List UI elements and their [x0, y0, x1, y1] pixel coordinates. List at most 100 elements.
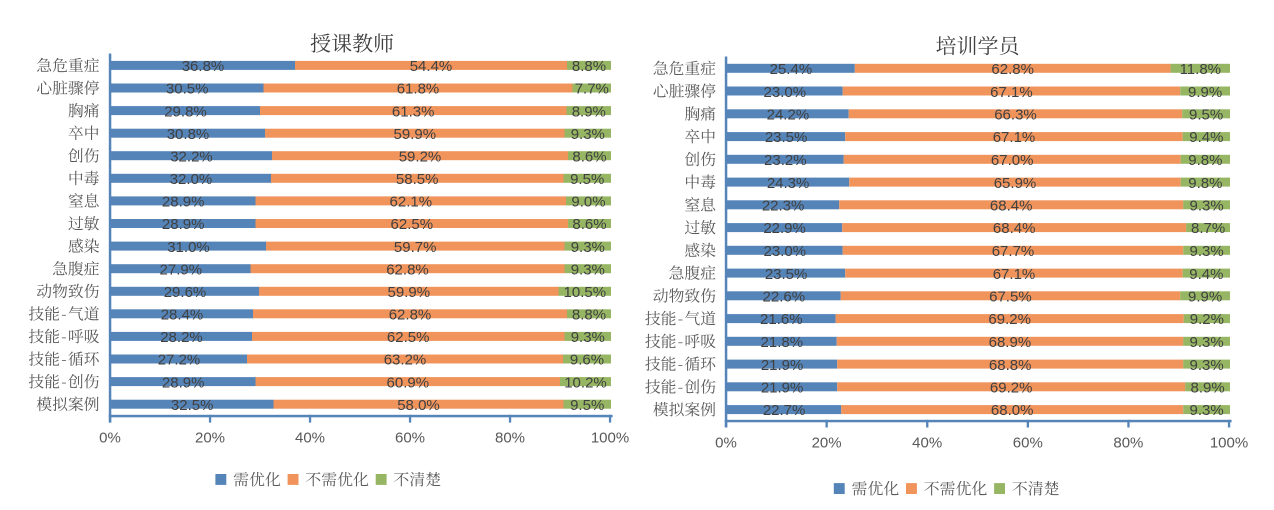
svg-text:66.3%: 66.3% — [994, 107, 1037, 124]
svg-text:30.8%: 30.8% — [167, 126, 210, 143]
svg-text:54.4%: 54.4% — [410, 58, 453, 75]
svg-text:10.2%: 10.2% — [564, 374, 607, 391]
svg-text:31.0%: 31.0% — [167, 239, 210, 256]
svg-text:25.4%: 25.4% — [770, 61, 813, 78]
svg-text:8.6%: 8.6% — [572, 216, 606, 233]
svg-text:9.3%: 9.3% — [1189, 334, 1223, 351]
svg-text:68.4%: 68.4% — [993, 220, 1036, 237]
svg-text:65.9%: 65.9% — [994, 175, 1037, 192]
svg-text:27.2%: 27.2% — [158, 352, 201, 369]
svg-text:29.6%: 29.6% — [164, 284, 207, 301]
svg-text:23.5%: 23.5% — [765, 129, 808, 146]
svg-text:62.8%: 62.8% — [386, 261, 429, 278]
svg-text:59.9%: 59.9% — [394, 126, 437, 143]
svg-text:59.7%: 59.7% — [394, 239, 437, 256]
svg-text:9.4%: 9.4% — [1189, 129, 1223, 146]
svg-text:68.9%: 68.9% — [989, 334, 1032, 351]
svg-text:9.3%: 9.3% — [1189, 357, 1223, 374]
svg-text:67.0%: 67.0% — [991, 152, 1034, 169]
svg-text:67.7%: 67.7% — [992, 243, 1035, 260]
svg-text:32.5%: 32.5% — [171, 397, 214, 414]
svg-text:23.0%: 23.0% — [764, 243, 807, 260]
svg-text:28.4%: 28.4% — [161, 307, 204, 324]
svg-text:28.9%: 28.9% — [162, 216, 205, 233]
svg-text:20%: 20% — [195, 430, 225, 447]
svg-text:28.9%: 28.9% — [162, 374, 205, 391]
svg-text:62.5%: 62.5% — [391, 216, 434, 233]
svg-text:23.0%: 23.0% — [764, 84, 807, 101]
svg-text:9.3%: 9.3% — [1189, 243, 1223, 260]
svg-text:80%: 80% — [495, 430, 525, 447]
svg-text:8.7%: 8.7% — [1191, 220, 1225, 237]
svg-text:58.0%: 58.0% — [397, 397, 440, 414]
svg-text:100%: 100% — [1210, 435, 1248, 452]
svg-text:9.6%: 9.6% — [570, 352, 604, 369]
svg-text:59.9%: 59.9% — [388, 284, 431, 301]
svg-text:67.1%: 67.1% — [993, 266, 1036, 283]
svg-text:58.5%: 58.5% — [396, 171, 439, 188]
svg-text:9.3%: 9.3% — [571, 126, 605, 143]
svg-text:20%: 20% — [812, 435, 842, 452]
svg-text:9.9%: 9.9% — [1188, 84, 1222, 101]
svg-text:9.0%: 9.0% — [571, 194, 605, 211]
svg-text:100%: 100% — [591, 430, 629, 447]
svg-text:23.5%: 23.5% — [765, 266, 808, 283]
svg-text:9.4%: 9.4% — [1189, 266, 1223, 283]
svg-text:63.2%: 63.2% — [384, 352, 427, 369]
svg-text:9.5%: 9.5% — [570, 397, 604, 414]
svg-text:62.1%: 62.1% — [390, 194, 433, 211]
svg-text:9.8%: 9.8% — [1188, 152, 1222, 169]
svg-text:8.9%: 8.9% — [572, 103, 606, 120]
svg-text:9.5%: 9.5% — [1189, 107, 1223, 124]
svg-text:22.3%: 22.3% — [762, 198, 805, 215]
svg-text:9.3%: 9.3% — [571, 329, 605, 346]
svg-text:60%: 60% — [1013, 435, 1043, 452]
svg-text:21.6%: 21.6% — [760, 311, 803, 328]
svg-text:22.9%: 22.9% — [763, 220, 806, 237]
svg-text:36.8%: 36.8% — [182, 58, 225, 75]
svg-text:9.3%: 9.3% — [1189, 402, 1223, 419]
svg-text:21.9%: 21.9% — [761, 380, 804, 397]
svg-text:28.2%: 28.2% — [160, 329, 203, 346]
svg-text:67.1%: 67.1% — [993, 129, 1036, 146]
svg-text:22.6%: 22.6% — [763, 289, 806, 306]
svg-text:32.2%: 32.2% — [170, 148, 213, 165]
svg-text:9.3%: 9.3% — [571, 239, 605, 256]
svg-text:40%: 40% — [912, 435, 942, 452]
svg-text:67.1%: 67.1% — [990, 84, 1033, 101]
svg-text:69.2%: 69.2% — [990, 380, 1033, 397]
svg-text:67.5%: 67.5% — [989, 289, 1032, 306]
svg-text:68.0%: 68.0% — [991, 402, 1034, 419]
svg-text:9.2%: 9.2% — [1190, 311, 1224, 328]
svg-text:62.8%: 62.8% — [389, 307, 432, 324]
svg-text:9.8%: 9.8% — [1188, 175, 1222, 192]
svg-text:22.7%: 22.7% — [763, 402, 806, 419]
svg-text:24.2%: 24.2% — [767, 107, 810, 124]
svg-text:9.9%: 9.9% — [1188, 289, 1222, 306]
svg-text:23.2%: 23.2% — [764, 152, 807, 169]
svg-text:8.9%: 8.9% — [1190, 380, 1224, 397]
svg-text:62.5%: 62.5% — [387, 329, 430, 346]
svg-text:40%: 40% — [295, 430, 325, 447]
svg-text:61.3%: 61.3% — [392, 103, 435, 120]
svg-text:0%: 0% — [715, 435, 737, 452]
svg-text:8.8%: 8.8% — [572, 58, 606, 75]
svg-text:10.5%: 10.5% — [564, 284, 607, 301]
svg-text:11.8%: 11.8% — [1180, 61, 1221, 78]
svg-text:7.7%: 7.7% — [575, 81, 609, 98]
svg-text:24.3%: 24.3% — [767, 175, 810, 192]
svg-text:8.8%: 8.8% — [572, 307, 606, 324]
svg-text:0%: 0% — [99, 430, 121, 447]
svg-text:29.8%: 29.8% — [164, 103, 207, 120]
svg-text:61.8%: 61.8% — [397, 81, 440, 98]
svg-text:21.9%: 21.9% — [761, 357, 804, 374]
svg-text:68.4%: 68.4% — [990, 198, 1033, 215]
svg-text:32.0%: 32.0% — [170, 171, 213, 188]
svg-text:9.5%: 9.5% — [570, 171, 604, 188]
svg-text:62.8%: 62.8% — [991, 61, 1034, 78]
svg-text:68.8%: 68.8% — [989, 357, 1032, 374]
svg-text:28.9%: 28.9% — [162, 194, 205, 211]
svg-text:60%: 60% — [395, 430, 425, 447]
svg-text:21.8%: 21.8% — [761, 334, 804, 351]
svg-text:30.5%: 30.5% — [166, 81, 209, 98]
